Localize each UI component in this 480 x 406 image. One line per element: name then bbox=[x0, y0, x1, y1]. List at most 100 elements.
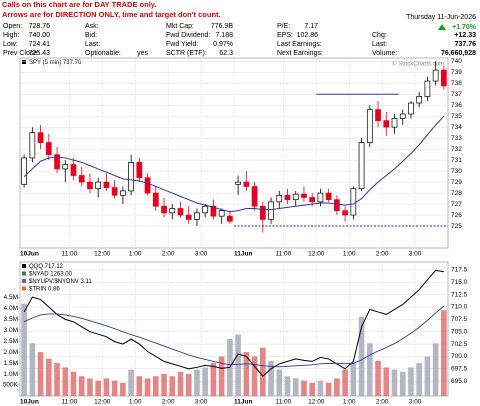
legend-swatch bbox=[22, 264, 26, 268]
volume-bar bbox=[153, 376, 159, 396]
volume-bar bbox=[144, 378, 151, 396]
y-tick-label: 700.0 bbox=[451, 353, 468, 360]
y-tick-label: 715.0 bbox=[451, 279, 468, 286]
candle-body bbox=[292, 193, 299, 201]
candle-body bbox=[161, 205, 167, 214]
x-tick-label: 3:00 bbox=[409, 399, 422, 406]
quote-label: Volume: bbox=[372, 50, 397, 57]
volume-bar bbox=[210, 363, 217, 396]
candle-body bbox=[366, 109, 373, 143]
quote-label: Bid: bbox=[85, 32, 97, 39]
volume-bar bbox=[29, 343, 36, 396]
volume-bar bbox=[325, 382, 332, 396]
candle-body bbox=[424, 80, 431, 97]
quote-label: Prev Close: bbox=[3, 50, 39, 57]
legend-swatch bbox=[22, 271, 26, 276]
y-tick-label: 731 bbox=[451, 157, 462, 164]
candle-body bbox=[37, 132, 44, 143]
quote-value: 725.43 bbox=[29, 50, 51, 57]
y-tick-label: 697.5 bbox=[451, 366, 468, 373]
volume-bar bbox=[424, 356, 431, 396]
x-tick-label: 1:00 bbox=[343, 251, 356, 258]
candle-body bbox=[128, 161, 134, 192]
y2-tick-label: 2.5M bbox=[4, 338, 18, 345]
candle-body bbox=[185, 214, 192, 220]
candle-body bbox=[399, 113, 406, 119]
y-tick-label: 734 bbox=[451, 124, 462, 131]
x-tick-label: 12:00 bbox=[308, 251, 325, 258]
quote-value: 740.00 bbox=[29, 32, 51, 39]
candle-body bbox=[120, 190, 126, 196]
candle-body bbox=[152, 192, 159, 207]
y2-tick-label: 2.0M bbox=[4, 349, 18, 356]
volume-bar bbox=[54, 363, 60, 396]
x-tick-label: 12:00 bbox=[94, 251, 111, 258]
candle-body bbox=[78, 175, 85, 183]
candle-body bbox=[375, 109, 381, 121]
volume-bar bbox=[218, 356, 225, 396]
volume-bar bbox=[243, 352, 250, 396]
legend-entry: $NYUPV:$NYDNV 3.11 bbox=[29, 279, 92, 285]
quote-label: EPS: bbox=[277, 32, 293, 39]
volume-bar bbox=[276, 369, 283, 396]
x-tick-label: 2:00 bbox=[162, 251, 175, 258]
price-line bbox=[23, 305, 445, 368]
y-tick-label: 732 bbox=[451, 146, 462, 153]
y2-tick-label: 1.0M bbox=[4, 371, 18, 378]
quote-label: P/E: bbox=[277, 23, 290, 30]
quote-label: Mkt Cap: bbox=[166, 23, 194, 30]
volume-bar bbox=[408, 367, 414, 396]
candle-body bbox=[358, 142, 365, 190]
x-tick-label: 11Jun bbox=[234, 251, 252, 258]
quote-label: Low: bbox=[3, 41, 18, 48]
quote-label: Last: bbox=[372, 41, 387, 48]
volume-bar bbox=[251, 356, 258, 396]
quote-value: 76,660,928 bbox=[441, 50, 476, 57]
candle-body bbox=[202, 205, 209, 214]
y-tick-label: 705.0 bbox=[451, 328, 468, 335]
candle-body bbox=[284, 194, 291, 201]
volume-bar bbox=[202, 367, 208, 396]
candle-body bbox=[45, 142, 52, 155]
candle-body bbox=[235, 181, 241, 185]
volume-bar bbox=[441, 310, 447, 396]
volume-bar bbox=[136, 376, 143, 396]
volume-bar bbox=[37, 352, 44, 396]
moving-average-line bbox=[23, 115, 445, 213]
x-tick-label: 11Jun bbox=[234, 399, 252, 406]
candle-body bbox=[144, 177, 151, 194]
volume-bar bbox=[350, 363, 357, 396]
y2-tick-label: 500K bbox=[3, 382, 19, 389]
x-tick-label: 1:00 bbox=[129, 399, 142, 406]
volume-bar bbox=[342, 369, 348, 396]
change-percent: +1.70% bbox=[452, 24, 477, 31]
candle-body bbox=[268, 201, 274, 220]
y-tick-label: 717.5 bbox=[451, 267, 468, 274]
x-tick-label: 10Jun bbox=[20, 251, 39, 258]
quote-value: 0.97% bbox=[213, 41, 233, 48]
candle-body bbox=[103, 181, 110, 188]
quote-value: +12.33 bbox=[454, 32, 476, 39]
volume-bar bbox=[62, 367, 69, 396]
y-tick-label: 726 bbox=[451, 212, 462, 219]
x-tick-label: 11:00 bbox=[61, 399, 77, 406]
candle-body bbox=[408, 102, 414, 115]
quote-label: Next Earnings: bbox=[277, 50, 323, 57]
volume-bar bbox=[21, 303, 27, 396]
x-tick-label: 11:00 bbox=[61, 251, 77, 258]
quote-value: 62.3 bbox=[219, 50, 233, 57]
candle-body bbox=[441, 69, 447, 87]
y2-tick-label: 3.5M bbox=[4, 316, 18, 323]
x-tick-label: 2:00 bbox=[376, 251, 389, 258]
volume-bar bbox=[161, 374, 167, 396]
candle-body bbox=[251, 186, 258, 207]
candle-body bbox=[177, 208, 184, 216]
candle-body bbox=[432, 69, 439, 82]
volume-bar bbox=[383, 367, 390, 396]
y2-tick-label: 4.5M bbox=[4, 294, 18, 301]
x-tick-label: 11:00 bbox=[275, 399, 291, 406]
candle-body bbox=[29, 132, 36, 159]
volume-bar bbox=[399, 371, 406, 396]
candle-body bbox=[301, 193, 307, 198]
x-tick-label: 2:00 bbox=[162, 399, 175, 406]
